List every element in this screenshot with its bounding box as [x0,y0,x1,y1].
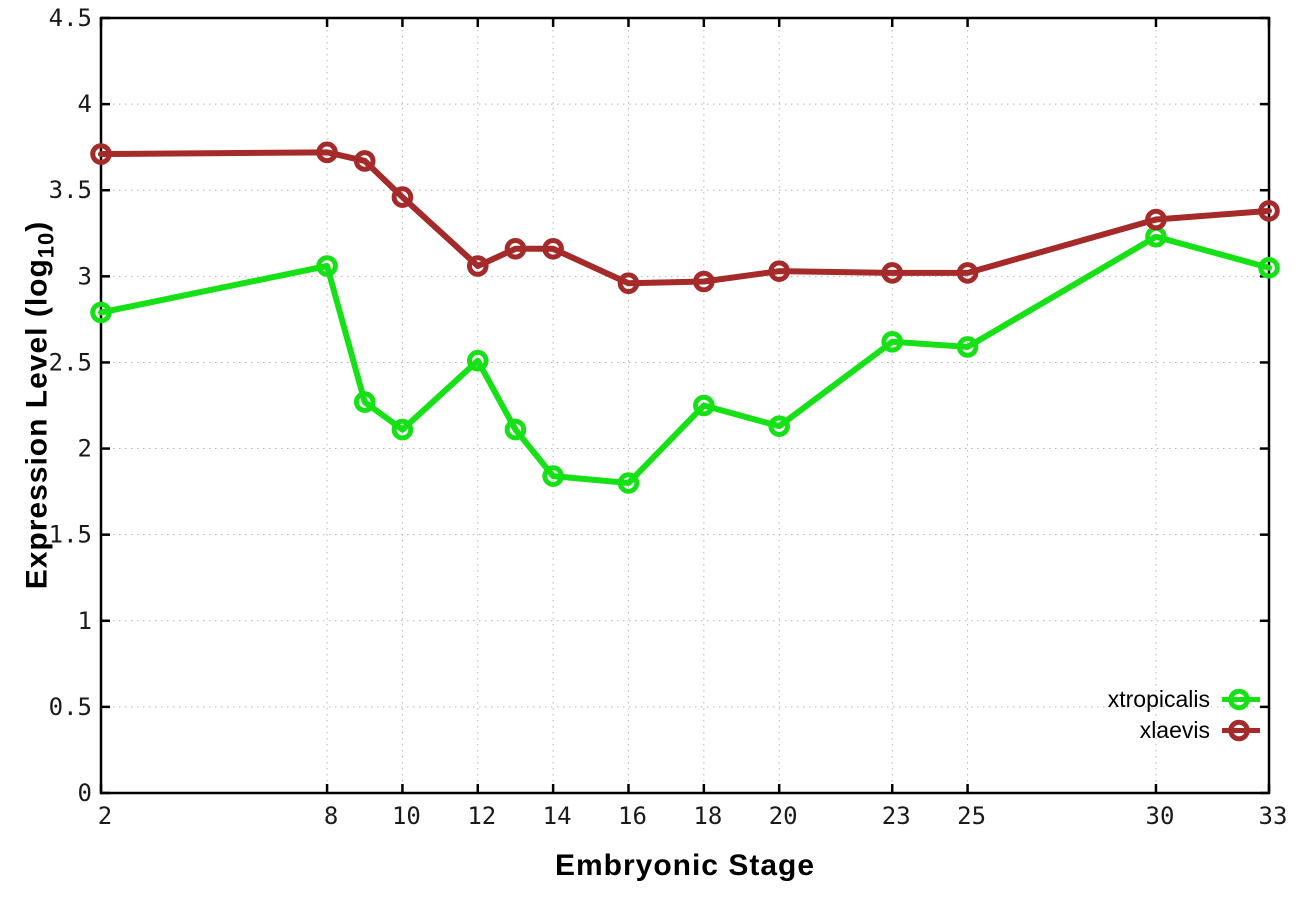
data-point-marker-xlaevis [1145,208,1167,231]
x-tick-label: 30 [1146,802,1175,830]
data-point-marker-xlaevis [881,262,904,284]
data-point-marker-xlaevis [316,141,338,164]
x-tick-label: 12 [467,802,496,830]
legend-marker-xlaevis-icon [1222,719,1260,742]
data-point-marker-xtropicalis [1258,256,1280,279]
data-point-marker-xlaevis [353,150,376,172]
y-tick-label: 3 [78,262,92,290]
data-point-marker-xtropicalis [881,330,904,353]
data-point-marker-xtropicalis [466,349,489,372]
y-tick-label: 0 [78,779,92,807]
x-tick-label: 25 [957,802,986,830]
x-tick-label: 18 [693,802,722,830]
y-axis-title-close: ) [20,220,54,232]
x-axis-title: Embryonic Stage [101,849,1269,883]
x-tick-label: 33 [1259,802,1288,830]
data-point-marker-xlaevis [391,186,414,208]
data-point-marker-xlaevis [956,262,979,284]
legend-label-xtropicalis: xtropicalis [1107,686,1210,712]
data-point-marker-xtropicalis [768,415,790,437]
data-point-marker-xlaevis [768,260,790,282]
data-point-marker-xtropicalis [617,472,640,494]
data-point-marker-xlaevis [542,237,564,260]
y-tick-label: 2 [78,435,92,463]
x-tick-label: 23 [882,802,911,830]
data-point-marker-xtropicalis [693,394,715,417]
y-tick-label: 1 [78,607,92,635]
y-axis-title-text: Expression Level (log [20,258,54,590]
y-tick-label: 4 [78,90,92,118]
data-point-marker-xtropicalis [504,418,527,441]
y-tick-label: 4.5 [49,4,92,32]
x-tick-label: 10 [392,802,421,830]
legend-marker-xtropicalis-icon [1222,688,1260,711]
legend-entry-xtropicalis: xtropicalis [1108,686,1262,713]
data-point-marker-xlaevis [90,143,112,165]
x-axis-title-text: Embryonic Stage [554,849,816,882]
data-point-marker-xtropicalis [90,301,112,324]
y-tick-label: 0.5 [49,693,92,721]
x-tick-label: 2 [98,802,112,830]
x-tick-label: 8 [324,802,338,830]
data-point-marker-xtropicalis [391,418,414,441]
data-point-marker-xlaevis [466,255,489,277]
x-tick-label: 14 [543,802,572,830]
series-line-xlaevis [98,149,1272,287]
data-point-marker-xlaevis [504,237,527,260]
data-point-marker-xtropicalis [542,465,564,487]
legend-label-xlaevis: xlaevis [1139,717,1210,743]
data-point-marker-xlaevis [1258,200,1280,222]
data-point-marker-xtropicalis [353,391,376,413]
y-axis-title: Expression Level (log10) [21,221,60,590]
plot-border [99,16,1271,795]
x-tick-label: 20 [769,802,798,830]
data-point-marker-xlaevis [617,272,640,295]
y-axis-title-subscript: 10 [33,231,59,259]
data-point-marker-xtropicalis [316,255,338,277]
data-point-marker-xlaevis [693,270,715,293]
legend-entry-xlaevis: xlaevis [1140,717,1262,744]
x-tick-label: 16 [618,802,647,830]
data-point-marker-xtropicalis [956,336,979,358]
legend: xtropicalis xlaevis [1108,686,1262,744]
y-tick-label: 1.5 [49,521,92,549]
y-tick-label: 2.5 [49,348,92,376]
series-line-xtropicalis [98,233,1272,486]
y-tick-label: 3.5 [49,176,92,204]
